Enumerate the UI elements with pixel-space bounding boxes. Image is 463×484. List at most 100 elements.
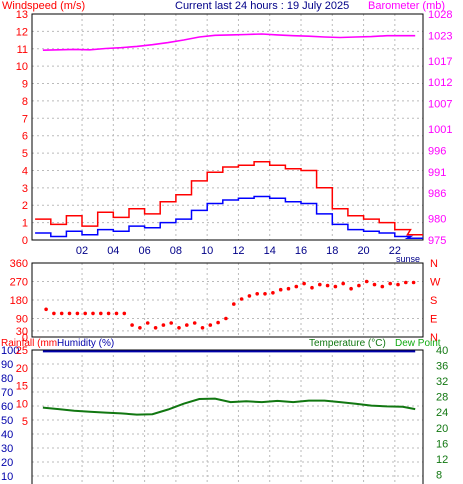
barometer-tick: 996 — [428, 145, 446, 157]
direction-point — [208, 323, 213, 327]
barometer-line — [42, 33, 416, 51]
temperature-tick: 8 — [436, 469, 442, 481]
humidity-axis-title: Humidity (%) — [57, 338, 114, 349]
direction-point — [278, 287, 283, 292]
windspeed-tick: 3 — [22, 183, 28, 195]
direction-point — [185, 323, 189, 327]
direction-panel-grid — [32, 262, 423, 338]
direction-point — [404, 280, 408, 285]
hour-tick: 12 — [232, 245, 244, 257]
windspeed-tick: 13 — [16, 9, 28, 21]
barometer-tick: 1001 — [428, 124, 452, 136]
direction-tick: 180 — [10, 295, 28, 307]
barometer-tick: 980 — [428, 214, 446, 226]
direction-point — [271, 291, 275, 295]
direction-point — [411, 280, 416, 285]
direction-point — [44, 307, 48, 312]
barometer-tick: 975 — [428, 235, 446, 247]
rainfall-tick: 20 — [16, 363, 28, 375]
barometer-tick: 991 — [428, 167, 446, 179]
direction-point — [192, 321, 197, 325]
temperature-tick: 36 — [436, 361, 448, 373]
direction-panel-frame — [31, 262, 424, 338]
rainfall-axis-title: Rainfall (mm — [1, 338, 57, 349]
compass-label: N — [430, 332, 438, 344]
windspeed-tick: 6 — [22, 131, 28, 143]
direction-point — [153, 326, 158, 330]
rainfall-tick: 10 — [16, 398, 28, 410]
windspeed-tick: 8 — [22, 96, 28, 108]
direction-point — [200, 326, 205, 330]
temperature-tick: 24 — [436, 407, 448, 419]
hour-tick-labels: 02 04 06 08 10 12 14 16 18 20 22 — [76, 245, 401, 257]
windspeed-tick: 11 — [17, 44, 28, 56]
windspeed-tick: 4 — [22, 165, 28, 177]
sunset-label: sunse — [396, 254, 420, 264]
compass-label: N — [430, 258, 438, 270]
direction-point — [372, 282, 377, 287]
direction-point — [224, 316, 228, 321]
windspeed-tick: 0 — [22, 235, 28, 247]
wind-panel-grid — [32, 13, 423, 241]
direction-point — [161, 323, 166, 327]
direction-point — [318, 282, 322, 287]
rainfall-tick: 15 — [16, 381, 28, 393]
temperature-tick: 40 — [436, 345, 448, 357]
climate-panel-frame — [31, 349, 424, 484]
direction-point — [67, 311, 72, 316]
compass-label: E — [430, 314, 437, 326]
climate-left-tick-labels: 100 90 80 70 60 50 40 30 20 10 25 20 15 10 5 — [1, 345, 28, 483]
direction-tick: 0 — [22, 332, 28, 344]
temperature-line — [42, 397, 416, 416]
temperature-tick: 28 — [436, 392, 448, 404]
direction-point — [99, 311, 103, 316]
barometer-tick: 1017 — [428, 56, 452, 68]
direction-point — [83, 311, 87, 316]
rainfall-tick: 5 — [22, 416, 28, 428]
windspeed-tick: 12 — [16, 26, 28, 38]
barometer-tick: 986 — [428, 188, 446, 200]
temperature-tick-labels: 40 36 32 28 24 20 16 12 8 — [436, 345, 448, 481]
compass-label: W — [430, 277, 441, 289]
direction-tick: 360 — [10, 258, 28, 270]
direction-point — [349, 286, 353, 291]
hour-tick: 04 — [107, 245, 119, 257]
windspeed-tick: 2 — [22, 200, 28, 212]
direction-point — [232, 302, 236, 306]
humidity-tick: 60 — [1, 401, 13, 413]
direction-point — [380, 284, 385, 289]
climate-panel-grid — [32, 349, 423, 484]
direction-point — [75, 311, 80, 316]
direction-point — [138, 326, 142, 330]
windspeed-tick: 9 — [22, 79, 28, 91]
hour-tick: 22 — [389, 245, 401, 257]
direction-point — [302, 281, 306, 286]
hour-tick: 10 — [201, 245, 213, 257]
hour-tick: 08 — [170, 245, 182, 257]
humidity-tick: 30 — [1, 443, 13, 455]
direction-point — [263, 292, 267, 296]
direction-point — [247, 294, 252, 298]
direction-point — [357, 283, 361, 288]
direction-point — [286, 286, 291, 291]
direction-point — [91, 311, 95, 316]
humidity-tick: 20 — [1, 457, 13, 469]
direction-point — [177, 326, 181, 330]
direction-tick: 90 — [16, 314, 28, 326]
windspeed-tick: 7 — [22, 113, 28, 125]
wind-average-line — [35, 195, 423, 240]
direction-series — [44, 279, 416, 330]
direction-point — [396, 282, 400, 287]
wind-series — [35, 33, 423, 240]
humidity-tick: 90 — [1, 359, 13, 371]
rainfall-tick: 25 — [16, 345, 28, 357]
direction-point — [145, 321, 150, 325]
temperature-tick: 16 — [436, 438, 448, 450]
climate-series — [42, 350, 416, 416]
hour-tick: 14 — [264, 245, 276, 257]
windspeed-tick: 10 — [16, 61, 28, 73]
